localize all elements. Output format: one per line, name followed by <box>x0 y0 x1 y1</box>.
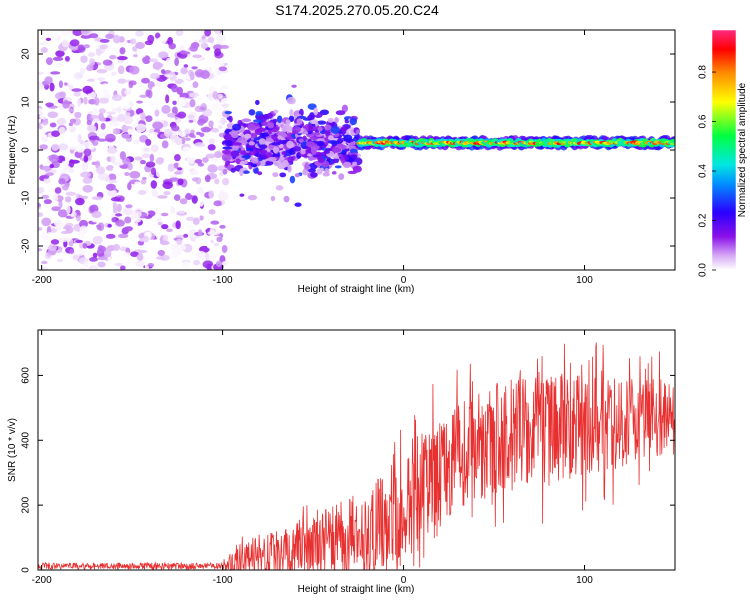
snr-ylabel: SNR (10 * v/v) <box>7 418 18 482</box>
colorbar-ticks: 0.0 0.2 0.4 0.6 0.8 <box>698 65 716 277</box>
colorbar-tick-label: 0.6 <box>698 114 709 128</box>
y-tick-label: 0 <box>21 147 32 153</box>
snr-series-line <box>38 342 675 570</box>
chart-title: S174.2025.270.05.20.C24 <box>275 2 439 18</box>
colorbar-tick-label: 0.8 <box>698 65 709 79</box>
y-tick-label: 200 <box>21 496 32 513</box>
snr-panel: -200 -100 0 100 0 200 400 600 Height of straigh… <box>7 329 676 595</box>
snr-axes: -200 -100 0 100 0 200 400 600 <box>21 330 675 586</box>
x-tick-label: 100 <box>576 575 593 586</box>
colorbar-label: Normalized spectral amplitude <box>737 82 748 217</box>
y-tick-label: 20 <box>21 48 32 60</box>
snr-xlabel: Height of straight line (km) <box>298 584 415 595</box>
x-tick-label: -100 <box>213 275 233 286</box>
x-tick-label: 0 <box>401 575 407 586</box>
y-tick-label: 600 <box>21 367 32 384</box>
colorbar-tick-label: 0.4 <box>698 164 709 178</box>
spectrogram-ylabel: Frequency (Hz) <box>7 116 18 185</box>
x-tick-label: -200 <box>32 275 52 286</box>
y-tick-label: 0 <box>21 567 32 573</box>
colorbar-gradient <box>712 30 736 270</box>
x-tick-label: 100 <box>576 275 593 286</box>
y-tick-label: 10 <box>21 96 32 108</box>
x-tick-label: -100 <box>213 575 233 586</box>
y-tick-label: 400 <box>21 431 32 448</box>
colorbar-tick-label: 0.0 <box>698 263 709 277</box>
x-tick-label: 0 <box>401 275 407 286</box>
y-tick-label: -20 <box>21 238 32 253</box>
spectrogram-xlabel: Height of straight line (km) <box>298 284 415 295</box>
colorbar: 0.0 0.2 0.4 0.6 0.8 Normalized spectral ampl… <box>698 29 748 277</box>
x-tick-label: -200 <box>32 575 52 586</box>
y-tick-label: -10 <box>21 190 32 205</box>
colorbar-tick-label: 0.2 <box>698 213 709 227</box>
spectrogram-heatmap <box>38 30 675 270</box>
snr-frame <box>37 329 676 571</box>
